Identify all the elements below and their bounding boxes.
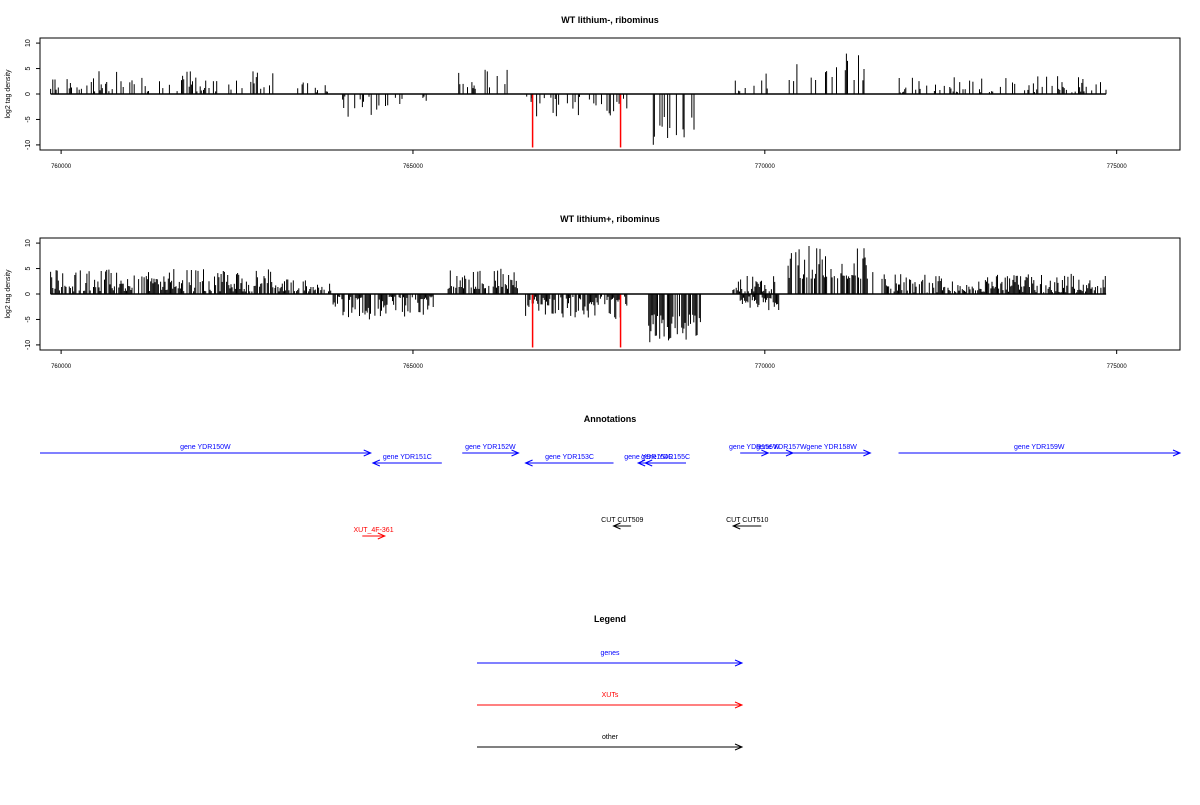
legend-label: genes [600, 650, 620, 657]
y-tick-label: -10 [25, 340, 32, 350]
feature-label: gene YDR151C [383, 454, 432, 461]
legend-label: XUTs [602, 692, 619, 699]
x-tick-label: 770000 [755, 364, 776, 370]
y-tick-label: -5 [25, 116, 32, 122]
cut-feature: CUT CUT510 [726, 517, 768, 530]
gene-feature: gene YDR155C [641, 454, 690, 467]
feature-label: gene YDR153C [545, 454, 594, 461]
y-tick-label: -10 [25, 140, 32, 150]
y-tick-label: 0 [25, 292, 32, 296]
gene-feature: gene YDR152W [462, 444, 520, 457]
gene-feature: gene YDR150W [40, 444, 373, 457]
track-title: WT lithium-, ribominus [561, 15, 659, 25]
cut-feature: CUT CUT509 [601, 517, 644, 530]
y-axis-label: log2 tag density [5, 69, 12, 119]
gene-feature: gene YDR153C [524, 454, 614, 467]
legend-item: XUTs [477, 692, 744, 709]
gene-feature: gene YDR151C [371, 454, 442, 467]
y-tick-label: 5 [25, 66, 32, 70]
feature-label: gene YDR158W [806, 444, 857, 451]
strand-arrowhead [377, 532, 387, 540]
y-tick-label: 10 [25, 239, 32, 247]
strand-arrowhead [1172, 449, 1182, 457]
annotations-title: Annotations [584, 414, 637, 424]
plot-frame [39, 37, 1181, 151]
legend-items: genes XUTs other [477, 650, 744, 751]
strand-arrowhead [511, 449, 520, 457]
legend-item: genes [477, 650, 744, 667]
strand-arrowhead [636, 459, 646, 467]
feature-label: CUT CUT509 [601, 517, 643, 524]
feature-label: gene YDR157W [756, 444, 807, 451]
plot-frame [39, 237, 1181, 351]
legend-title: Legend [594, 614, 626, 624]
x-tick-label: 760000 [51, 164, 72, 170]
xut-feature: XUT_4F-361 [354, 527, 394, 540]
gene-feature: gene YDR159W [898, 444, 1182, 457]
legend-arrowhead [734, 701, 744, 709]
legend-panel: Legend genes XUTs other [477, 614, 744, 751]
bar-series [50, 246, 1106, 348]
strand-arrowhead [731, 522, 741, 530]
y-tick-label: 0 [25, 92, 32, 96]
annotation-features: gene YDR150W gene YDR151C gene YDR152W gene… [40, 444, 1182, 540]
y-tick-label: -5 [25, 316, 32, 322]
legend-item: other [477, 734, 744, 751]
axes: 10 5 0 -5 -10 760000 765000 770000 775000 [25, 239, 1127, 370]
strand-arrowhead [863, 449, 872, 457]
track-panel-lithium-plus: WT lithium+, ribominus log2 tag density … [5, 214, 1181, 370]
y-tick-label: 10 [25, 39, 32, 47]
strand-arrowhead [371, 459, 381, 467]
gene-feature: gene YDR157W [756, 444, 807, 457]
x-tick-label: 775000 [1107, 364, 1128, 370]
x-tick-label: 765000 [403, 364, 424, 370]
x-tick-label: 775000 [1107, 164, 1128, 170]
feature-label: XUT_4F-361 [354, 527, 394, 534]
x-tick-label: 760000 [51, 364, 72, 370]
strand-arrowhead [643, 459, 653, 467]
y-axis-label: log2 tag density [5, 269, 12, 319]
feature-label: gene YDR150W [180, 444, 231, 451]
strand-arrowhead [363, 449, 373, 457]
feature-label: gene YDR154C [624, 454, 673, 461]
bar-series [50, 53, 1107, 148]
legend-label: other [602, 734, 619, 741]
feature-label: gene YDR152W [465, 444, 516, 451]
feature-label: CUT CUT510 [726, 517, 768, 524]
gene-feature: gene YDR158W [792, 444, 872, 457]
feature-label: gene YDR159W [1014, 444, 1065, 451]
strand-arrowhead [612, 522, 621, 530]
x-tick-label: 770000 [755, 164, 776, 170]
track-title: WT lithium+, ribominus [560, 214, 660, 224]
track-panel-lithium-minus: WT lithium-, ribominus log2 tag density … [5, 15, 1181, 170]
legend-arrowhead [734, 659, 744, 667]
axes: 10 5 0 -5 -10 760000 765000 770000 775000 [25, 39, 1127, 170]
y-tick-label: 5 [25, 266, 32, 270]
strand-arrowhead [761, 449, 770, 457]
gene-feature: gene YDR156W [729, 444, 780, 457]
strand-arrowhead [524, 459, 533, 467]
feature-label: gene YDR156W [729, 444, 780, 451]
x-tick-label: 765000 [403, 164, 424, 170]
feature-label: gene YDR155C [641, 454, 690, 461]
legend-arrowhead [734, 743, 744, 751]
